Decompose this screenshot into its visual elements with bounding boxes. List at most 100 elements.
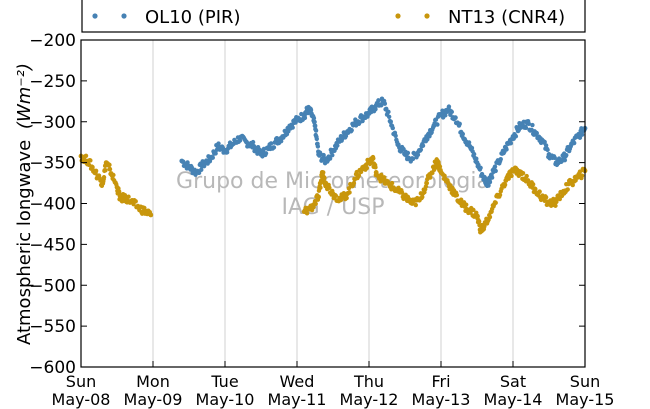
data-point	[199, 167, 204, 173]
data-point	[572, 140, 577, 146]
data-point	[389, 180, 395, 186]
legend: OL10 (PIR) NT13 (CNR4)	[81, 0, 586, 33]
data-point	[492, 164, 498, 169]
legend-label-nt13: NT13 (CNR4)	[448, 7, 565, 28]
data-point	[454, 192, 460, 198]
data-point	[103, 168, 108, 173]
data-point	[579, 173, 585, 178]
data-point	[523, 125, 529, 131]
data-point	[90, 164, 95, 170]
data-point	[311, 205, 316, 210]
data-point	[458, 197, 464, 202]
data-point	[327, 185, 332, 191]
y-axis: −600 −550 −500 −450 −400 −350 −300 −250 −200	[29, 31, 585, 378]
data-point	[318, 185, 323, 190]
data-point	[565, 187, 570, 192]
x-axis: SunMay-08MonMay-09TueMay-10WedMay-11ThuM…	[52, 361, 614, 409]
x-tick-day-label: Thu	[353, 372, 384, 391]
data-point	[524, 173, 529, 179]
data-point	[101, 175, 107, 180]
y-tick-label: −250	[29, 72, 76, 92]
data-point	[314, 136, 319, 142]
data-point	[333, 193, 339, 198]
data-point	[313, 128, 319, 133]
legend-marker-nt13	[395, 13, 401, 19]
grid	[152, 40, 514, 367]
data-point	[551, 196, 556, 202]
data-point	[469, 145, 475, 151]
legend-label-ol10: OL10 (PIR)	[145, 7, 241, 28]
data-point	[364, 165, 370, 171]
y-tick-label: −300	[29, 113, 76, 133]
data-point	[557, 196, 562, 202]
plot-area	[81, 40, 585, 367]
data-point	[133, 199, 138, 204]
y-tick-label: −200	[29, 31, 76, 51]
data-point	[420, 143, 426, 148]
data-point	[356, 173, 362, 178]
data-point	[373, 107, 378, 112]
data-point	[351, 180, 357, 186]
data-point	[388, 119, 393, 125]
data-point	[263, 151, 269, 156]
data-point	[308, 107, 314, 113]
data-point	[271, 145, 277, 150]
y-axis-label-text: Atmospheric longwave	[14, 140, 35, 345]
x-tick-day-label: Fri	[431, 372, 450, 391]
data-point	[577, 169, 583, 174]
x-tick-day-label: Sat	[500, 372, 526, 391]
data-point	[88, 158, 93, 163]
data-point	[413, 202, 418, 208]
data-point	[373, 165, 378, 170]
data-point	[116, 189, 122, 194]
data-point	[449, 109, 454, 115]
data-point	[302, 115, 308, 121]
data-point	[321, 170, 326, 175]
data-point	[196, 170, 202, 176]
data-point	[410, 156, 416, 162]
data-point	[525, 178, 531, 183]
data-point	[371, 156, 376, 161]
data-point	[564, 152, 569, 158]
data-point	[425, 137, 430, 142]
data-point	[420, 194, 425, 200]
legend-marker-ol10	[121, 13, 127, 19]
data-point	[327, 156, 333, 161]
data-point	[386, 109, 391, 115]
data-point	[386, 114, 392, 119]
data-point	[478, 165, 483, 171]
data-point	[126, 194, 131, 199]
data-point	[382, 101, 388, 106]
data-point	[379, 103, 384, 108]
data-point	[493, 200, 498, 206]
data-point	[562, 157, 568, 163]
data-point	[487, 179, 493, 185]
data-point	[347, 190, 352, 195]
data-point	[471, 151, 477, 157]
data-point	[304, 211, 310, 216]
x-tick-day-label: Mon	[136, 372, 170, 391]
data-point	[534, 130, 539, 136]
data-point	[315, 144, 321, 149]
data-point	[335, 143, 340, 148]
data-point	[460, 131, 465, 137]
data-point	[343, 133, 349, 139]
y-axis-label: Atmospheric longwave (Wm⁻²)	[14, 63, 35, 345]
data-point	[330, 153, 335, 158]
legend-marker-ol10	[92, 13, 98, 19]
data-point	[390, 125, 395, 131]
x-tick-day-label: Wed	[280, 372, 315, 391]
data-point	[213, 151, 218, 156]
data-point	[457, 121, 462, 127]
data-point	[453, 115, 458, 121]
data-point	[471, 207, 476, 213]
data-point	[464, 202, 469, 207]
y-tick-label: −500	[29, 276, 76, 296]
data-point	[476, 219, 482, 224]
data-point	[506, 176, 511, 181]
x-tick-date-label: May-09	[124, 390, 183, 409]
data-point	[475, 213, 480, 219]
data-point	[148, 212, 154, 218]
data-point	[530, 182, 536, 187]
